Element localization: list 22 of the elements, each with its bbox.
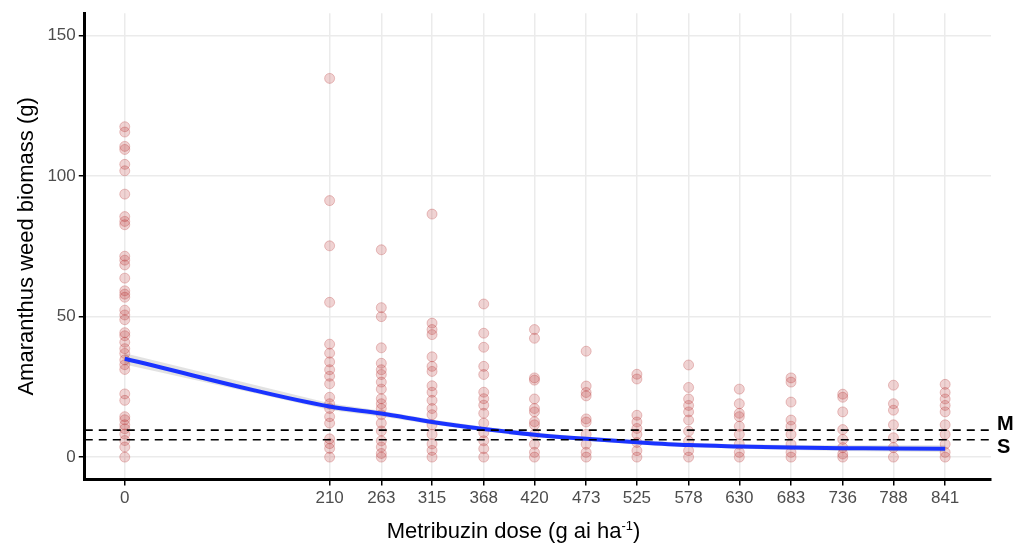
x-tick-label: 210 <box>315 488 344 508</box>
x-tick-label: 0 <box>120 488 130 508</box>
ref-line-label: M <box>997 411 1014 434</box>
y-tick-label: 150 <box>47 25 76 45</box>
y-tick-label: 50 <box>56 306 76 326</box>
x-tick-label: 473 <box>571 488 601 508</box>
x-tick-label: 525 <box>622 488 652 508</box>
x-tick-label: 841 <box>930 488 960 508</box>
x-tick-label: 683 <box>776 488 806 508</box>
x-tick-label: 315 <box>417 488 447 508</box>
x-tick-label: 788 <box>879 488 908 508</box>
x-tick-label: 578 <box>674 488 703 508</box>
x-tick-label: 368 <box>469 488 498 508</box>
x-tick-label: 420 <box>520 488 549 508</box>
y-tick-label: 0 <box>66 446 76 466</box>
x-tick-label: 736 <box>828 488 857 508</box>
x-tick-label: 630 <box>725 488 754 508</box>
x-axis-title: Metribuzin dose (g ai ha$^{-1}$) <box>385 518 642 545</box>
x-tick-label: 263 <box>367 488 396 508</box>
y-tick-label: 100 <box>47 165 76 185</box>
y-axis-title: Amaranthus weed biomass (g) <box>13 97 39 396</box>
ref-line-label: S <box>997 435 1011 458</box>
